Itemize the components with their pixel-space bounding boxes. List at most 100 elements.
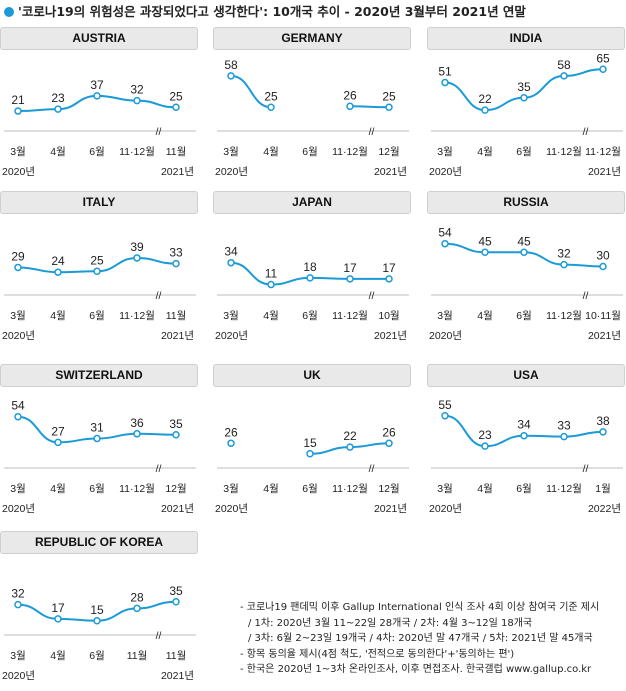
x-tick-label: 11월 bbox=[127, 650, 148, 662]
chart-panel: AUSTRIA // 21 3월 23 4월 37 6월 32 11·12월 25 11월 2020년 2… bbox=[0, 27, 200, 187]
data-label: 35 bbox=[517, 80, 531, 94]
bullet-dot-icon bbox=[4, 7, 14, 17]
data-point bbox=[14, 263, 22, 272]
x-tick-label: 11·12월 bbox=[119, 310, 155, 322]
data-point bbox=[560, 432, 568, 441]
x-tick-label: 3월 bbox=[10, 483, 26, 495]
data-point bbox=[520, 94, 528, 102]
x-tick-label: 3월 bbox=[437, 146, 453, 158]
data-label: 27 bbox=[51, 424, 65, 438]
data-label: 58 bbox=[224, 58, 238, 72]
data-label: 31 bbox=[90, 421, 104, 435]
x-tick-label: 6월 bbox=[89, 483, 105, 495]
note-line: / 3차: 6월 2~23일 19개국 / 4차: 2020년 말 47개국 /… bbox=[248, 633, 593, 644]
x-tick-label: 6월 bbox=[89, 310, 105, 322]
axis-break-mark: // bbox=[369, 463, 375, 475]
data-point bbox=[227, 439, 235, 448]
x-tick-label: 11·12월 bbox=[119, 146, 155, 158]
data-point bbox=[267, 280, 275, 289]
x-tick-label: 12월 bbox=[378, 146, 399, 158]
data-label: 35 bbox=[169, 417, 183, 431]
x-tick-label: 11·12월 bbox=[546, 146, 582, 158]
data-point bbox=[560, 72, 568, 80]
line-chart: // 21 3월 23 4월 37 6월 32 11·12월 25 11월 2020년 2021년 bbox=[2, 78, 196, 178]
year-start-label: 2020년 bbox=[2, 670, 35, 682]
footnotes: - 코로나19 팬데믹 이후 Gallup International 인식 조… bbox=[240, 600, 599, 678]
data-point bbox=[14, 107, 22, 115]
data-point bbox=[306, 274, 314, 282]
data-point bbox=[133, 254, 141, 262]
data-label: 11 bbox=[265, 267, 278, 281]
year-end-label: 2021년 bbox=[161, 503, 194, 515]
line-chart: // 54 3월 45 4월 45 6월 32 11·12월 30 10·11월 2020년 2021년 bbox=[429, 226, 623, 342]
data-label: 35 bbox=[169, 584, 183, 598]
x-tick-label: 4월 bbox=[477, 483, 493, 495]
x-tick-label: 4월 bbox=[50, 146, 66, 158]
data-point bbox=[520, 248, 528, 256]
chart-panel: GERMANY // 58 3월 25 4월 6월 26 11·12월 25 12월 2020년 202… bbox=[213, 27, 413, 187]
data-point bbox=[481, 248, 489, 256]
data-label: 25 bbox=[90, 253, 104, 267]
panel-title: REPUBLIC OF KOREA bbox=[0, 531, 198, 554]
data-point bbox=[560, 260, 568, 269]
data-label: 25 bbox=[382, 89, 396, 103]
data-point bbox=[599, 262, 607, 271]
x-tick-label: 10월 bbox=[378, 310, 399, 322]
data-label: 58 bbox=[557, 58, 571, 72]
x-tick-label: 4월 bbox=[50, 650, 66, 662]
data-label: 55 bbox=[438, 398, 452, 412]
panel-title: JAPAN bbox=[213, 191, 411, 214]
panel-title: UK bbox=[213, 364, 411, 387]
year-start-label: 2020년 bbox=[215, 503, 248, 515]
chart-panel: JAPAN // 34 3월 11 4월 18 6월 17 11·12월 17 10월 2020년 202… bbox=[213, 191, 413, 351]
chart-title: '코로나19의 위험성은 과장되었다고 생각한다': 10개국 추이 - 202… bbox=[4, 1, 526, 20]
x-tick-label: 3월 bbox=[10, 310, 26, 322]
data-point bbox=[599, 65, 607, 73]
year-start-label: 2020년 bbox=[429, 330, 462, 342]
x-tick-label: 6월 bbox=[516, 483, 532, 495]
data-label: 51 bbox=[438, 65, 452, 79]
data-label: 54 bbox=[438, 226, 452, 240]
x-tick-label: 4월 bbox=[263, 146, 279, 158]
x-tick-label: 11·12월 bbox=[546, 310, 582, 322]
x-tick-label: 4월 bbox=[477, 146, 493, 158]
data-label: 23 bbox=[51, 91, 65, 105]
x-tick-label: 11·12월 bbox=[546, 483, 582, 495]
year-end-label: 2021년 bbox=[161, 330, 194, 342]
data-point bbox=[227, 258, 235, 267]
year-end-label: 2021년 bbox=[161, 166, 194, 178]
axis-break-mark: // bbox=[369, 126, 375, 138]
data-point bbox=[385, 103, 393, 111]
x-tick-label: 4월 bbox=[477, 310, 493, 322]
data-point bbox=[441, 239, 449, 248]
data-label: 22 bbox=[478, 92, 492, 106]
data-label: 32 bbox=[11, 587, 25, 601]
data-label: 25 bbox=[264, 89, 278, 103]
chart-panel: ITALY // 29 3월 24 4월 25 6월 39 11·12월 33 11월 2020년 202… bbox=[0, 191, 200, 351]
data-point bbox=[346, 102, 354, 111]
data-point bbox=[133, 604, 141, 613]
data-point bbox=[93, 434, 101, 443]
x-tick-label: 6월 bbox=[89, 146, 105, 158]
chart-panel: RUSSIA // 54 3월 45 4월 45 6월 32 11·12월 30 10·11월 2020… bbox=[427, 191, 626, 351]
year-start-label: 2020년 bbox=[429, 166, 462, 178]
x-tick-label: 12월 bbox=[378, 483, 399, 495]
axis-break-mark: // bbox=[583, 463, 589, 475]
x-tick-label: 3월 bbox=[223, 483, 239, 495]
chart-panel: UK // 26 3월 4월 15 6월 22 11·12월 26 12월 2020년 2021년 bbox=[213, 364, 413, 524]
data-point bbox=[54, 105, 62, 113]
chart-panel: INDIA // 51 3월 22 4월 35 6월 58 11·12월 65 11·12월 2020년… bbox=[427, 27, 626, 187]
x-tick-label: 11월 bbox=[166, 310, 187, 322]
x-tick-label: 6월 bbox=[302, 483, 318, 495]
data-label: 15 bbox=[303, 436, 317, 450]
line-chart: // 29 3월 24 4월 25 6월 39 11·12월 33 11월 2020년 2021년 bbox=[2, 240, 196, 342]
line-chart: // 26 3월 4월 15 6월 22 11·12월 26 12월 2020년 2021년 bbox=[215, 425, 409, 515]
data-point bbox=[172, 259, 180, 268]
x-tick-label: 3월 bbox=[437, 483, 453, 495]
data-point bbox=[93, 92, 101, 100]
line-chart: // 51 3월 22 4월 35 6월 58 11·12월 65 11·12월 2020년 2021년 bbox=[429, 51, 623, 178]
title-text: '코로나19의 위험성은 과장되었다고 생각한다': 10개국 추이 - 202… bbox=[18, 4, 526, 19]
data-point bbox=[481, 442, 489, 450]
data-label: 33 bbox=[557, 419, 571, 433]
data-label: 26 bbox=[382, 425, 396, 439]
